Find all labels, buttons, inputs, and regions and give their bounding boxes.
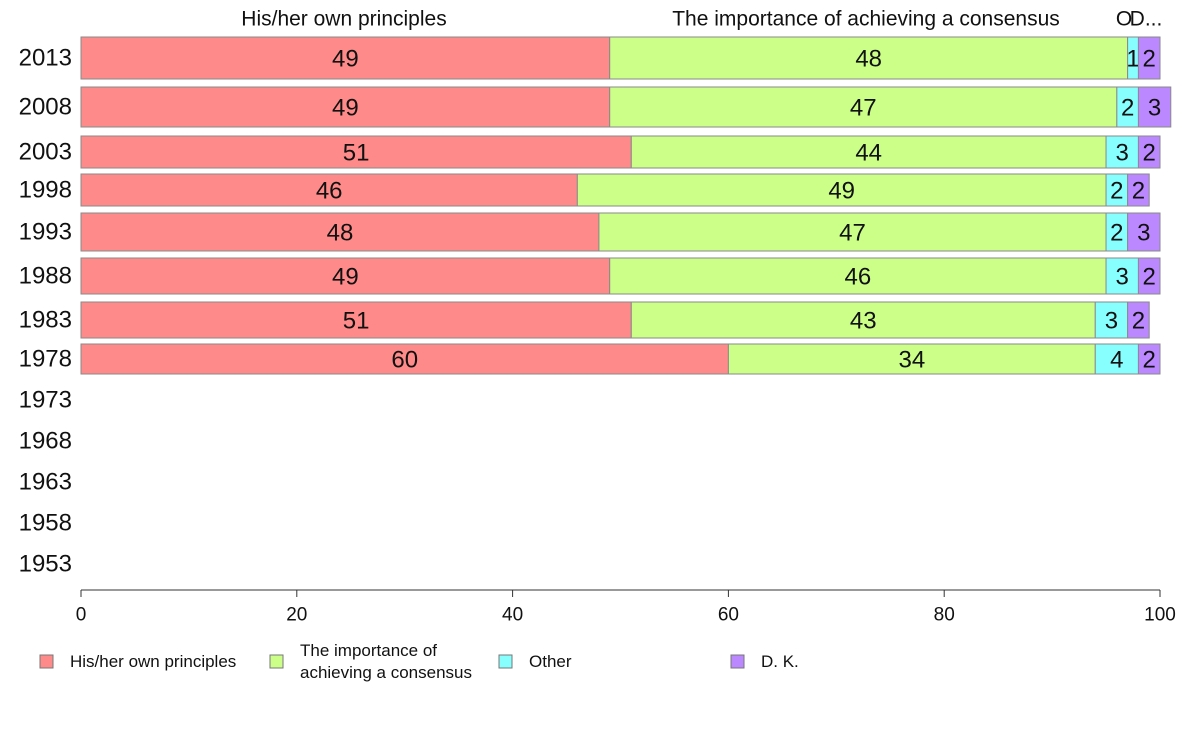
bar-2003-series-3 [1137,135,1161,169]
data-label-1978-series-3: 2 [1143,347,1156,374]
bar-1988-series-0 [80,257,611,295]
data-label-1988-series-1: 46 [845,264,872,291]
bar-1978-series-0 [80,343,729,375]
data-label-1993-series-3: 3 [1137,220,1150,247]
data-label-2003-series-1: 44 [855,140,882,167]
year-label-2003: 2003 [19,139,72,166]
column-header-0: His/her own principles [241,8,446,31]
bar-1983-series-2 [1094,301,1129,339]
legend-label-0: His/her own principles [70,652,236,671]
bar-1998-series-0 [80,173,578,207]
year-label-1993: 1993 [19,219,72,246]
bar-2008-series-1 [609,86,1118,128]
bar-2008-series-0 [80,86,611,128]
x-tick-label-20: 20 [286,605,307,626]
bar-2003-series-1 [630,135,1107,169]
data-label-2013-series-2: 1 [1126,46,1139,73]
year-label-1953: 1953 [19,551,72,578]
legend-swatch-0 [39,654,54,669]
data-label-1998-series-0: 46 [316,178,343,205]
data-label-2013-series-3: 2 [1143,46,1156,73]
bar-1978-series-2 [1094,343,1139,375]
bar-1978-series-1 [727,343,1096,375]
year-label-1983: 1983 [19,307,72,334]
legend-label-1: The importance of achieving a consensus [300,641,472,682]
data-label-1988-series-3: 2 [1143,264,1156,291]
bar-1993-series-3 [1127,212,1161,252]
data-label-1988-series-2: 3 [1116,264,1129,291]
legend-label-1-line-1: achieving a consensus [300,663,472,682]
legend-label-3: D. K. [761,652,799,671]
data-label-2003-series-0: 51 [343,140,370,167]
bar-2013-series-3 [1137,36,1161,80]
x-tick-label-0: 0 [76,605,87,626]
data-label-2008-series-2: 2 [1121,95,1134,122]
data-label-1983-series-1: 43 [850,308,877,335]
data-label-2003-series-2: 3 [1116,140,1129,167]
bar-1998-series-3 [1127,173,1150,207]
data-label-2008-series-1: 47 [850,95,877,122]
data-label-2013-series-0: 49 [332,46,359,73]
data-label-2003-series-3: 2 [1143,140,1156,167]
data-label-1978-series-0: 60 [391,347,418,374]
year-label-2008: 2008 [19,94,72,121]
data-label-1978-series-1: 34 [898,347,925,374]
x-tick-label-60: 60 [718,605,739,626]
bar-1993-series-0 [80,212,600,252]
data-label-1983-series-2: 3 [1105,308,1118,335]
year-label-2013: 2013 [19,45,72,72]
data-label-1993-series-2: 2 [1110,220,1123,247]
bar-1993-series-1 [598,212,1107,252]
column-header-1: The importance of achieving a consensus [672,8,1060,31]
year-label-1998: 1998 [19,177,72,204]
data-label-1993-series-1: 47 [839,220,866,247]
data-label-1998-series-1: 49 [828,178,855,205]
year-label-1978: 1978 [19,346,72,373]
bar-2013-series-1 [609,36,1129,80]
x-tick-label-40: 40 [502,605,523,626]
bar-1988-series-2 [1105,257,1139,295]
legend-swatch-1 [269,654,284,669]
data-label-1998-series-2: 2 [1110,178,1123,205]
bar-1998-series-1 [576,173,1107,207]
data-label-2013-series-1: 48 [855,46,882,73]
x-tick-label-100: 100 [1144,605,1176,626]
year-label-1968: 1968 [19,428,72,455]
data-label-1998-series-3: 2 [1132,178,1145,205]
legend-label-2: Other [529,652,572,671]
x-tick-label-80: 80 [934,605,955,626]
data-label-1993-series-0: 48 [327,220,354,247]
bar-1988-series-1 [609,257,1107,295]
year-label-1963: 1963 [19,469,72,496]
data-label-1983-series-0: 51 [343,308,370,335]
legend-swatch-3 [730,654,745,669]
bar-1983-series-1 [630,301,1096,339]
column-header-2: O [1116,8,1132,31]
year-label-1988: 1988 [19,263,72,290]
bar-2013-series-0 [80,36,611,80]
column-header-3: D... [1130,8,1163,31]
bar-1978-series-3 [1137,343,1161,375]
bar-1983-series-3 [1127,301,1150,339]
year-label-1973: 1973 [19,387,72,414]
bar-2008-series-3 [1137,86,1172,128]
bar-1988-series-3 [1137,257,1161,295]
bar-2003-series-2 [1105,135,1139,169]
data-label-2008-series-3: 3 [1148,95,1161,122]
data-label-1978-series-2: 4 [1110,347,1123,374]
data-label-1988-series-0: 49 [332,264,359,291]
data-label-2008-series-0: 49 [332,95,359,122]
legend-swatch-2 [498,654,513,669]
bar-2003-series-0 [80,135,632,169]
year-label-1958: 1958 [19,510,72,537]
legend-label-1-line-0: The importance of [300,641,437,660]
data-label-1983-series-3: 2 [1132,308,1145,335]
